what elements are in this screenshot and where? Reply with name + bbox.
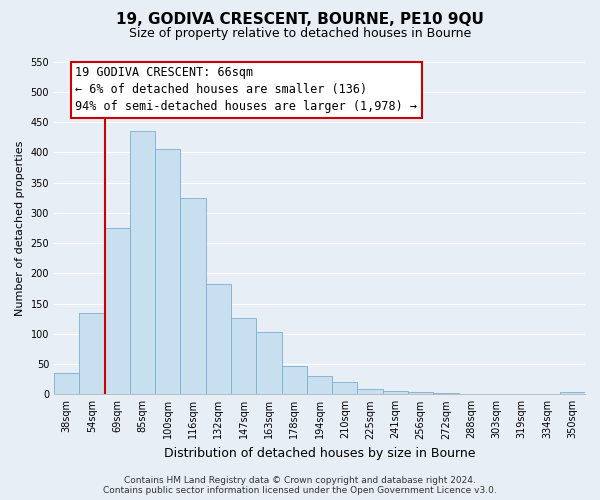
Bar	[281, 366, 307, 394]
Bar	[231, 318, 256, 394]
Bar	[408, 392, 433, 394]
Text: 19 GODIVA CRESCENT: 66sqm
← 6% of detached houses are smaller (136)
94% of semi-: 19 GODIVA CRESCENT: 66sqm ← 6% of detach…	[75, 66, 417, 114]
Bar	[155, 149, 181, 394]
Text: Size of property relative to detached houses in Bourne: Size of property relative to detached ho…	[129, 28, 471, 40]
Bar	[130, 131, 155, 394]
Bar	[332, 382, 358, 394]
Bar	[206, 284, 231, 395]
Bar	[560, 392, 585, 394]
Y-axis label: Number of detached properties: Number of detached properties	[15, 140, 25, 316]
Text: 19, GODIVA CRESCENT, BOURNE, PE10 9QU: 19, GODIVA CRESCENT, BOURNE, PE10 9QU	[116, 12, 484, 28]
Bar	[358, 390, 383, 394]
Bar	[383, 392, 408, 394]
Bar	[79, 312, 104, 394]
Bar	[307, 376, 332, 394]
Bar	[433, 393, 458, 394]
Bar	[256, 332, 281, 394]
Bar	[181, 198, 206, 394]
Text: Contains HM Land Registry data © Crown copyright and database right 2024.
Contai: Contains HM Land Registry data © Crown c…	[103, 476, 497, 495]
Bar	[54, 373, 79, 394]
Bar	[104, 228, 130, 394]
X-axis label: Distribution of detached houses by size in Bourne: Distribution of detached houses by size …	[164, 447, 475, 460]
